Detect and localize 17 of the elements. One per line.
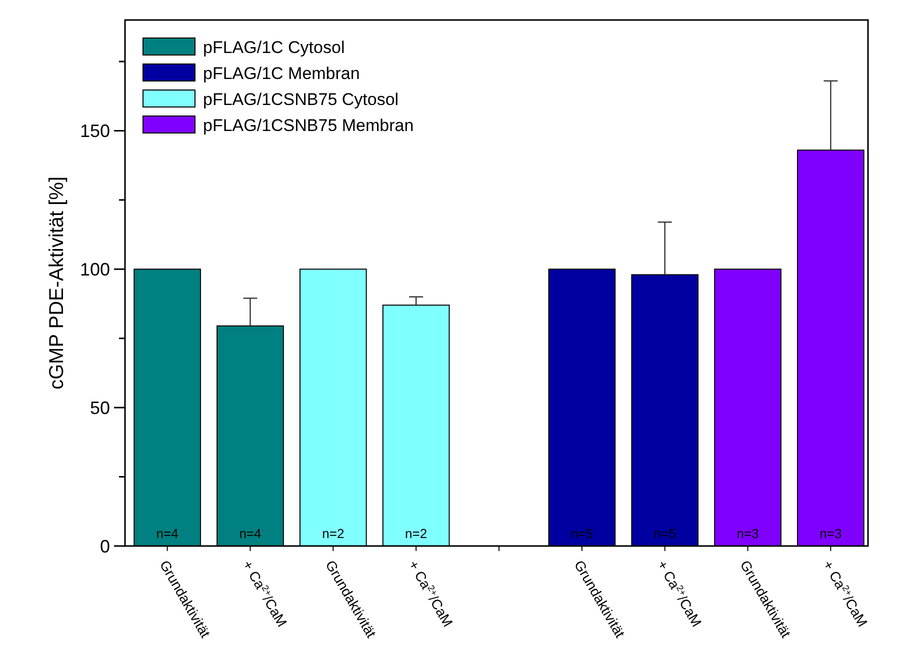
y-tick-label: 0 bbox=[100, 536, 110, 556]
legend-label: pFLAG/1CSNB75 Membran bbox=[203, 116, 414, 135]
y-tick-label: 100 bbox=[80, 259, 110, 280]
y-tick-label: 50 bbox=[90, 398, 110, 418]
y-tick-label: 150 bbox=[80, 121, 110, 142]
legend-label: pFLAG/1C Cytosol bbox=[203, 38, 345, 57]
annotation: n=3 bbox=[736, 526, 759, 541]
y-axis-title: cGMP PDE-Aktivität [%] bbox=[46, 176, 68, 390]
annotation: n=2 bbox=[322, 526, 344, 541]
annotation: n=4 bbox=[156, 526, 178, 541]
annotation: n=2 bbox=[405, 526, 428, 541]
annotation: n=5 bbox=[570, 526, 593, 541]
legend-label: pFLAG/1C Membran bbox=[203, 64, 360, 83]
annotation: n=5 bbox=[654, 526, 676, 541]
annotation: n=4 bbox=[239, 526, 262, 541]
annotation: n=3 bbox=[820, 526, 842, 541]
legend-label: pFLAG/1CSNB75 Cytosol bbox=[203, 90, 399, 109]
